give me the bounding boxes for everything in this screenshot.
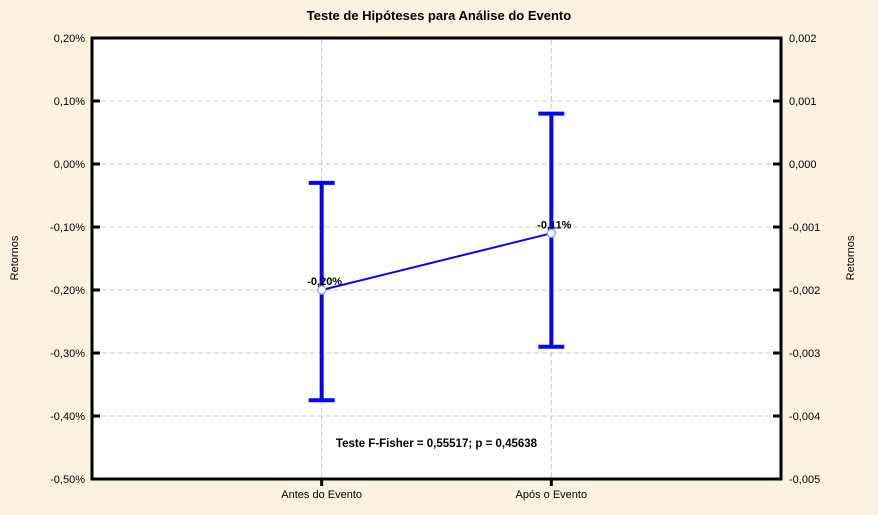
right-y-tick-label: 0,002 xyxy=(789,33,817,45)
left-y-tick-label: -0,10% xyxy=(50,222,85,234)
data-point-label: -0,11% xyxy=(537,219,571,231)
data-point-label: -0,20% xyxy=(307,276,342,288)
left-y-tick-label: -0,30% xyxy=(50,348,85,360)
left-y-tick-label: 0,00% xyxy=(54,159,85,171)
series-line xyxy=(321,232,552,291)
left-y-tick-label: -0,50% xyxy=(50,474,85,486)
left-y-tick-label: 0,20% xyxy=(54,33,85,45)
chart-title: Teste de Hipóteses para Análise do Event… xyxy=(306,8,572,23)
right-y-tick-label: -0,002 xyxy=(789,285,820,297)
left-y-tick-label: -0,20% xyxy=(50,285,85,297)
x-category-label: Antes do Evento xyxy=(281,489,362,501)
annotation-text: Teste F-Fisher = 0,55517; p = 0,45638 xyxy=(336,438,538,450)
right-y-tick-label: -0,003 xyxy=(789,348,820,360)
right-y-tick-label: -0,004 xyxy=(789,411,820,423)
plot-border xyxy=(90,36,783,481)
left-y-tick-label: 0,10% xyxy=(54,96,85,108)
left-y-tick-label: -0,40% xyxy=(50,411,85,423)
right-y-tick-label: -0,001 xyxy=(789,222,820,234)
right-y-tick-label: -0,005 xyxy=(789,474,820,486)
data-point-marker xyxy=(316,285,327,295)
data-point-marker xyxy=(546,228,557,239)
plot-background xyxy=(92,38,781,479)
right-y-tick-label: 0,000 xyxy=(789,159,817,171)
right-y-tick-label: 0,001 xyxy=(789,96,817,108)
x-category-label: Após o Evento xyxy=(516,489,588,501)
